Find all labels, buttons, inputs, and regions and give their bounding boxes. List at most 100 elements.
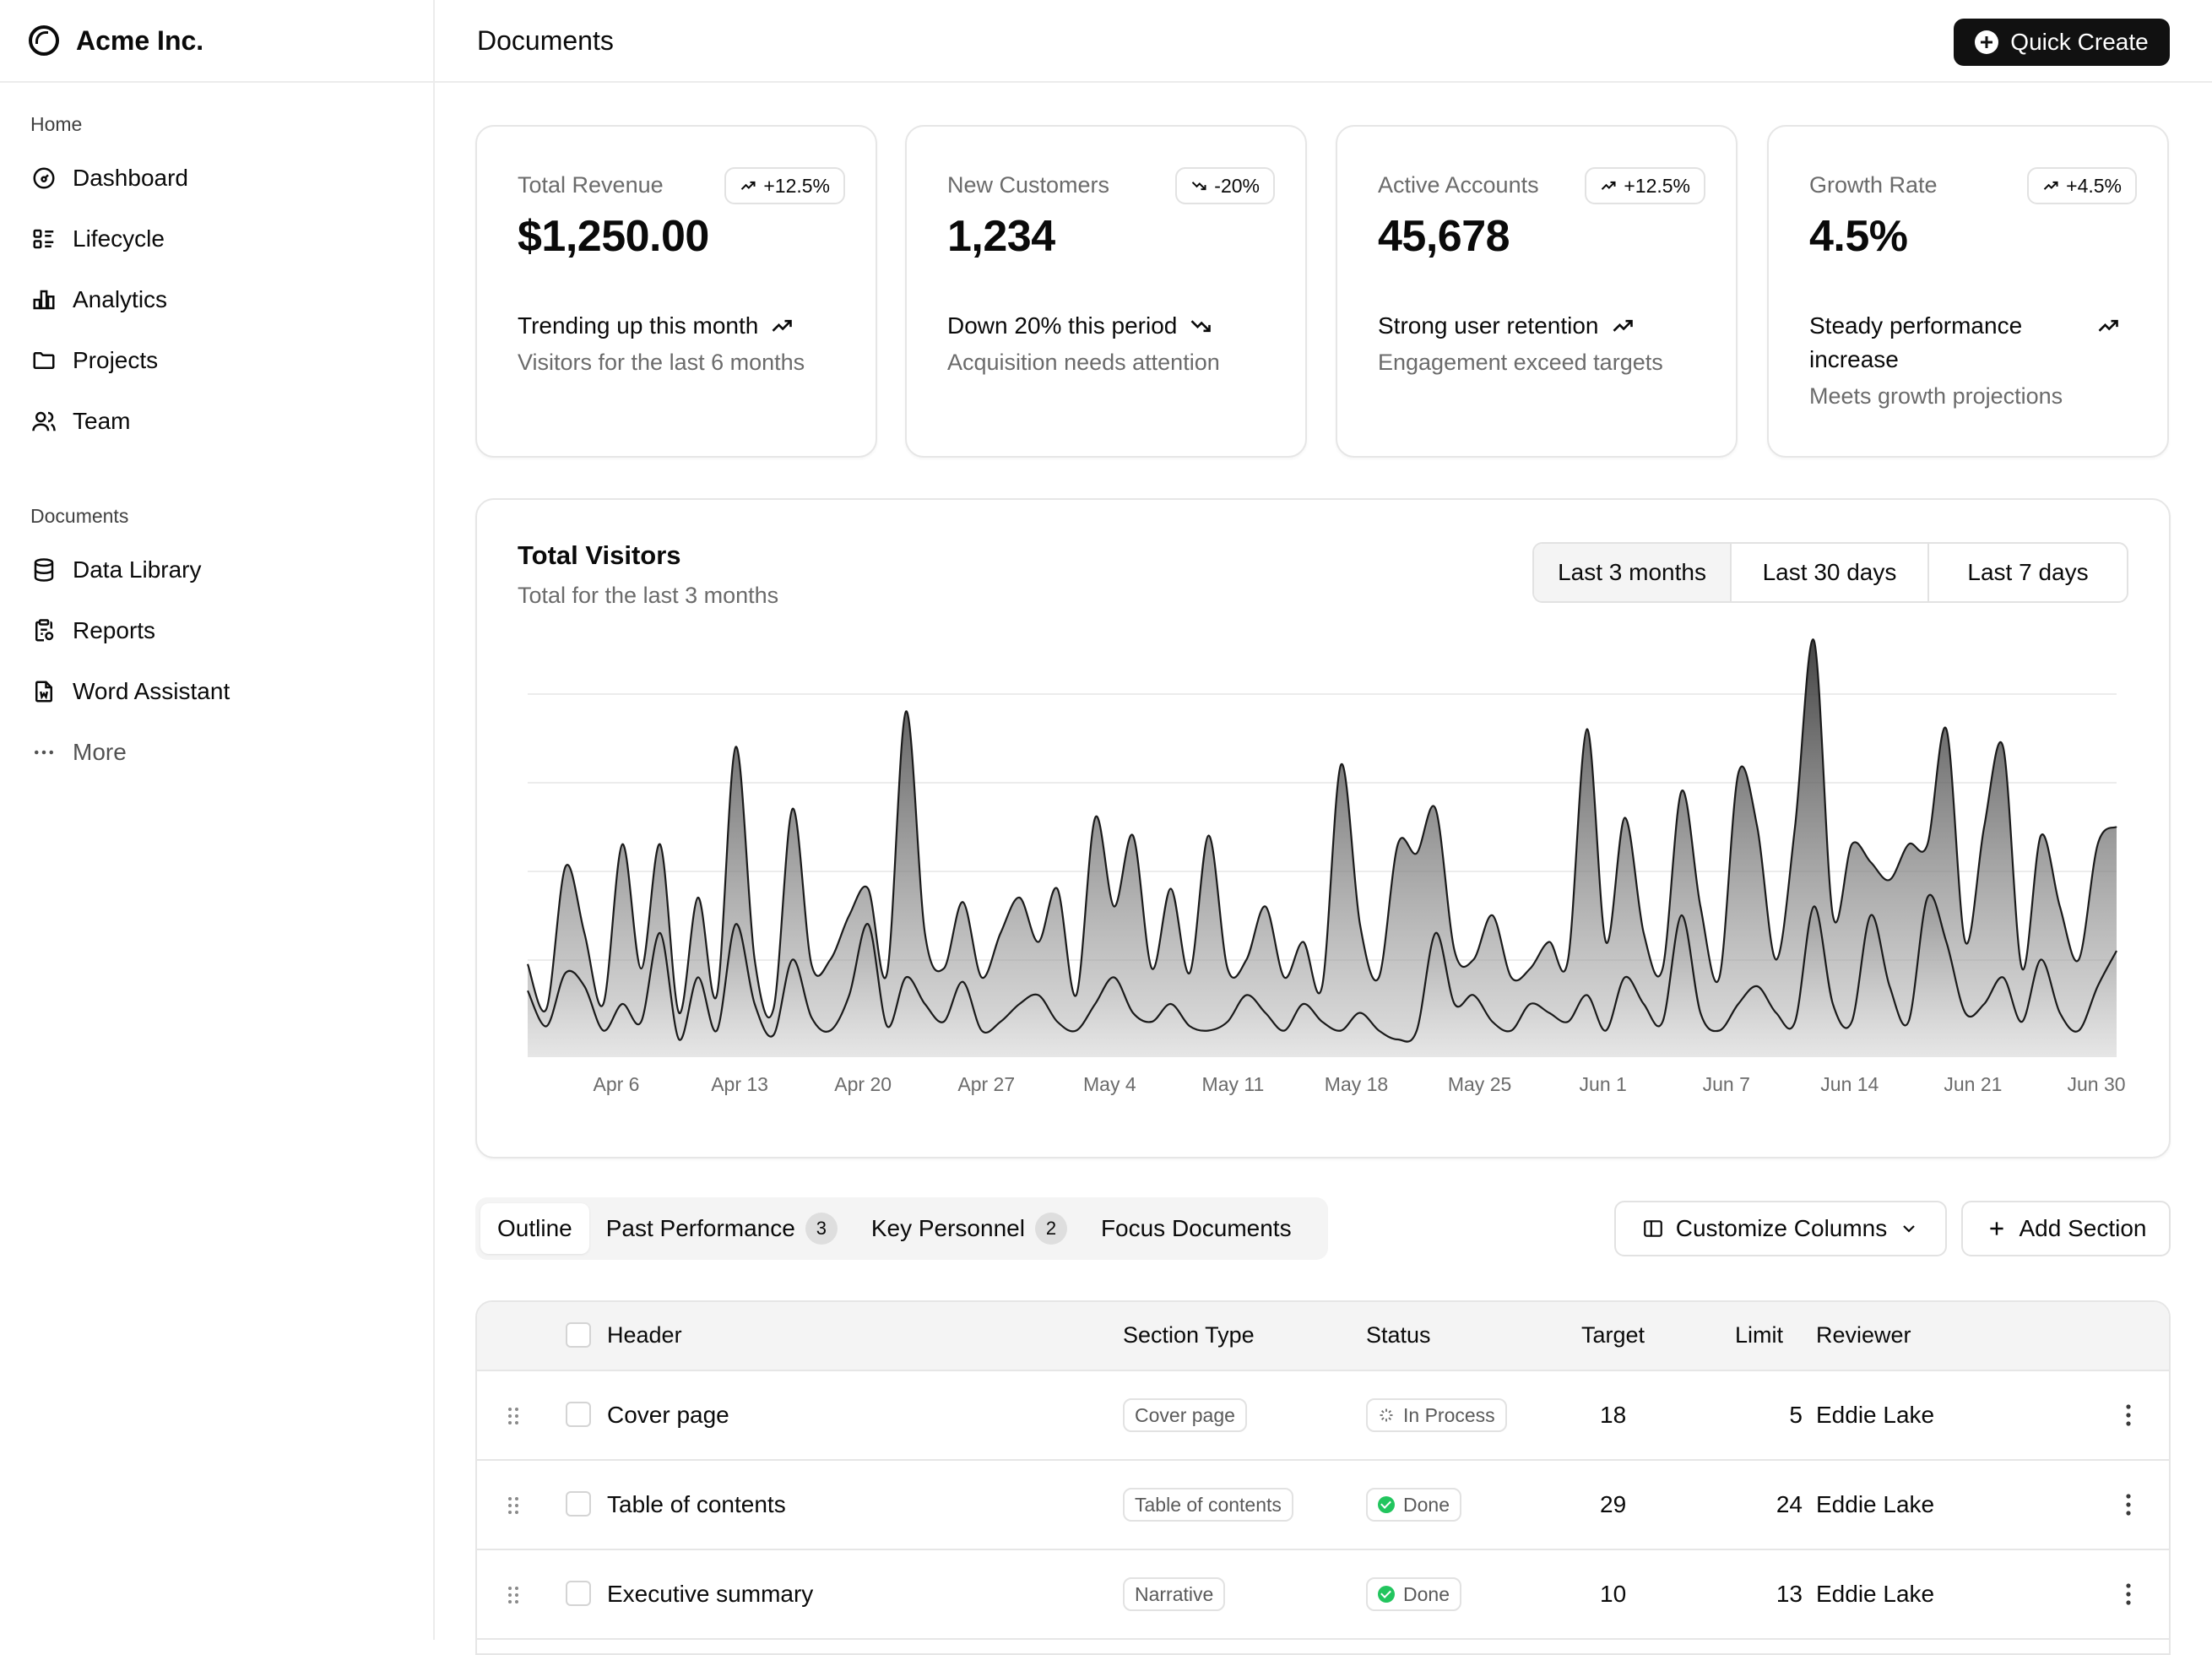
x-axis-tick-label: May 18 [1325,1073,1388,1095]
sidebar-item-data-library[interactable]: Data Library [25,544,405,596]
tab-key-personnel[interactable]: Key Personnel 2 [854,1203,1084,1254]
sidebar-item-reports[interactable]: Reports [25,605,405,657]
row-checkbox[interactable] [566,1581,591,1606]
drag-handle-icon[interactable] [507,1407,519,1425]
x-axis-tick-label: Apr 6 [594,1073,640,1095]
table-row[interactable]: Cover page Cover page In Process 18 5 Ed… [477,1371,2169,1461]
column-header-target[interactable]: Target [1581,1322,1645,1348]
column-header-section-type[interactable]: Section Type [1123,1322,1255,1348]
status-badge: In Process [1366,1398,1507,1432]
x-axis-tick-label: Jun 30 [2067,1073,2125,1095]
status-badge: Done [1366,1577,1461,1611]
trending-up-icon [2098,319,2118,332]
column-header-status[interactable]: Status [1366,1322,1431,1348]
trending-up-icon [1613,319,1633,332]
stat-label: Total Revenue [518,172,664,198]
chart-subtitle: Total for the last 3 months [518,583,779,608]
nav-group-documents-label: Documents [30,505,129,527]
quick-create-button[interactable]: Quick Create [1954,19,2170,66]
stat-card-total-revenue: Total Revenue +12.5% $1,250.00 Trending … [475,125,877,458]
range-last-7-days[interactable]: Last 7 days [1967,559,2089,585]
trending-up-icon [2043,181,2058,190]
x-axis-tick-label: Apr 27 [957,1073,1015,1095]
tab-outline[interactable]: Outline [480,1203,589,1254]
section-tabs: Outline Past Performance 3 Key Personnel… [475,1197,1328,1260]
tab-past-performance[interactable]: Past Performance 3 [589,1203,854,1254]
table-row[interactable]: Executive summary Narrative Done 10 13 E… [477,1550,2169,1640]
sidebar-item-label: Lifecycle [73,225,165,252]
header: Documents Quick Create [435,0,2212,83]
sidebar: Acme Inc. Home Dashboard Lifecycle Analy… [0,0,435,1640]
target-value[interactable]: 29 [1600,1491,1627,1517]
trending-down-icon [1192,182,1206,191]
stat-trend: Strong user retention [1378,309,1707,343]
drag-handle-icon[interactable] [507,1586,519,1604]
sidebar-item-label: Data Library [73,556,202,583]
column-header-reviewer[interactable]: Reviewer [1816,1322,1911,1348]
tab-focus-documents[interactable]: Focus Documents [1084,1203,1309,1254]
section-type-text: Cover page [1135,1403,1235,1426]
customize-columns-button[interactable]: Customize Columns [1614,1201,1947,1256]
reviewer-name[interactable]: Eddie Lake [1816,1581,1935,1607]
stat-badge: +12.5% [1585,167,1705,204]
sidebar-item-team[interactable]: Team [25,395,405,448]
reviewer-name[interactable]: Eddie Lake [1816,1491,1935,1517]
sidebar-item-lifecycle[interactable]: Lifecycle [25,213,405,265]
stat-value: 4.5% [1809,212,1908,261]
dots-icon [30,739,57,766]
status-text: Done [1403,1493,1450,1516]
stat-trend: Steady performance increase [1809,309,2127,377]
stat-label: New Customers [947,172,1110,198]
sidebar-item-word-assistant[interactable]: Word Assistant [25,665,405,718]
row-header-link[interactable]: Table of contents [607,1491,786,1517]
table-row[interactable]: Table of contents Table of contents Done… [477,1461,2169,1550]
sidebar-item-label: More [73,739,127,765]
section-type-badge: Cover page [1123,1398,1247,1432]
sidebar-item-label: Reports [73,617,156,643]
target-value[interactable]: 10 [1600,1581,1627,1607]
chart-line-series-1 [527,893,2117,1043]
file-word-icon [30,678,57,705]
users-icon [30,408,57,435]
sidebar-item-more[interactable]: More [25,726,405,779]
trending-down-icon [1190,320,1212,333]
brand[interactable]: Acme Inc. [0,0,433,83]
row-actions-menu-icon[interactable] [2125,1582,2132,1606]
plus-circle-icon [1975,30,1999,54]
add-section-button[interactable]: Add Section [1961,1201,2171,1256]
target-value[interactable]: 18 [1600,1402,1627,1428]
row-header-link[interactable]: Executive summary [607,1581,814,1607]
x-axis-tick-label: Jun 14 [1820,1073,1879,1095]
limit-value[interactable]: 5 [1789,1402,1803,1428]
column-header-limit[interactable]: Limit [1735,1322,1784,1348]
drag-handle-icon[interactable] [507,1496,519,1515]
row-actions-menu-icon[interactable] [2125,1403,2132,1427]
reviewer-name[interactable]: Eddie Lake [1816,1402,1935,1428]
sidebar-item-projects[interactable]: Projects [25,334,405,387]
stat-trend-text: Trending up this month [518,312,759,339]
stat-sub: Meets growth projections [1809,383,2063,409]
row-checkbox[interactable] [566,1491,591,1517]
row-actions-menu-icon[interactable] [2125,1493,2132,1517]
sidebar-item-dashboard[interactable]: Dashboard [25,152,405,204]
stat-card-active-accounts: Active Accounts +12.5% 45,678 Strong use… [1336,125,1738,458]
column-header-header[interactable]: Header [607,1322,682,1348]
table-header-row: Header Section Type Status Target Limit … [477,1302,2169,1371]
sections-table: Header Section Type Status Target Limit … [475,1300,2171,1655]
sidebar-item-label: Dashboard [73,165,188,191]
brand-logo-icon [29,25,59,56]
limit-value[interactable]: 24 [1776,1491,1803,1517]
stat-value: 45,678 [1378,212,1510,261]
stat-value: $1,250.00 [518,212,709,261]
stat-badge-value: +12.5% [763,174,830,197]
range-last-30-days[interactable]: Last 30 days [1732,544,1929,601]
range-last-3-months[interactable]: Last 3 months [1534,544,1732,601]
stat-value: 1,234 [947,212,1055,261]
row-checkbox[interactable] [566,1402,591,1427]
stat-badge: +4.5% [2027,167,2137,204]
sidebar-item-analytics[interactable]: Analytics [25,274,405,326]
limit-value[interactable]: 13 [1776,1581,1803,1607]
check-circle-icon [1378,1586,1395,1603]
row-header-link[interactable]: Cover page [607,1402,729,1428]
select-all-checkbox[interactable] [566,1322,591,1348]
